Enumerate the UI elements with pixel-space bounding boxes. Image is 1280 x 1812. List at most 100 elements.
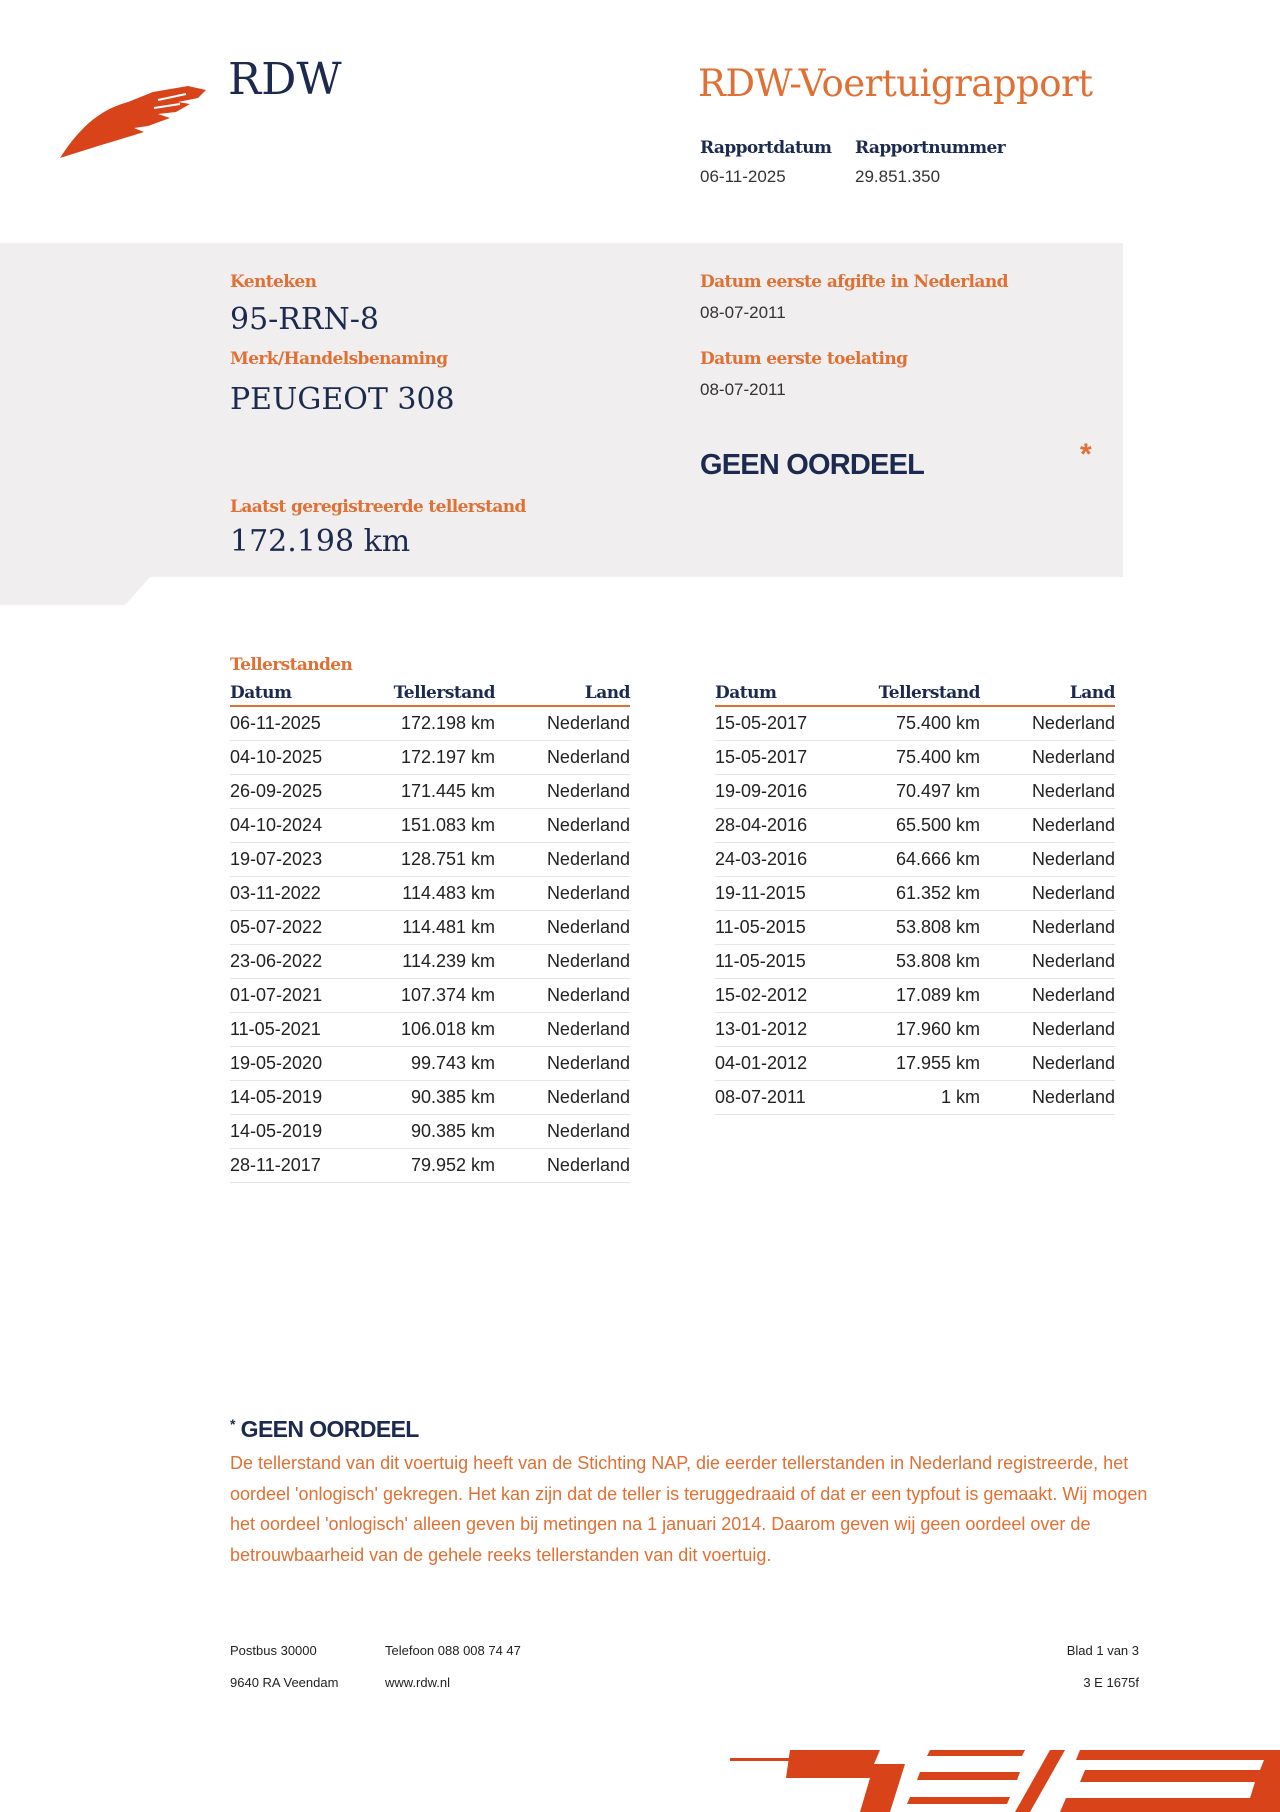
column-header: Land: [584, 683, 631, 703]
tellerstand-value: 172.198 km: [230, 524, 411, 559]
kenteken-label: Kenteken: [230, 272, 317, 292]
tellerstanden-table-right: Datum Tellerstand Land 15-05-2017 75.400 km N…: [715, 677, 1116, 1115]
merk-label: Merk/Handelsbenaming: [230, 349, 448, 369]
country-cell: Nederland: [546, 849, 630, 869]
table-row: 05-07-2022 114.481 km Nederland: [230, 911, 630, 945]
odometer-cell: 79.952 km: [410, 1155, 495, 1175]
country-cell: Nederland: [1031, 815, 1115, 835]
odometer-cell: 90.385 km: [410, 1087, 495, 1107]
country-cell: Nederland: [1031, 1087, 1115, 1107]
rapportnummer-label: Rapportnummer: [855, 138, 1006, 158]
date-cell: 05-07-2022: [230, 917, 323, 937]
column-header: Datum: [230, 683, 292, 703]
table-row: 04-10-2025 172.197 km Nederland: [230, 741, 630, 775]
odometer-cell: 172.198 km: [400, 713, 495, 733]
afgifte-label: Datum eerste afgifte in Nederland: [700, 272, 1008, 292]
date-cell: 19-09-2016: [715, 781, 808, 801]
odometer-cell: 114.483 km: [402, 883, 495, 903]
country-cell: Nederland: [546, 781, 630, 801]
country-cell: Nederland: [546, 747, 630, 767]
table-row: 28-11-2017 79.952 km Nederland: [230, 1149, 630, 1183]
odometer-cell: 114.239 km: [402, 951, 495, 971]
date-cell: 14-05-2019: [230, 1087, 323, 1107]
tellerstanden-table-left: Datum Tellerstand Land 06-11-2025 172.198 km…: [230, 677, 631, 1183]
table-row: 23-06-2022 114.239 km Nederland: [230, 945, 630, 979]
odometer-cell: 151.083 km: [400, 815, 495, 835]
footer-postbus: Postbus 30000: [230, 1643, 317, 1658]
date-cell: 15-05-2017: [715, 713, 808, 733]
panel-tab-shape: [0, 577, 150, 605]
table-row: 14-05-2019 90.385 km Nederland: [230, 1081, 630, 1115]
footer-plaats: 9640 RA Veendam: [230, 1675, 339, 1690]
odometer-cell: 1 km: [940, 1087, 980, 1107]
odometer-cell: 172.197 km: [400, 747, 495, 767]
odometer-cell: 171.445 km: [400, 781, 495, 801]
country-cell: Nederland: [546, 1019, 630, 1039]
country-cell: Nederland: [546, 1121, 630, 1141]
country-cell: Nederland: [1031, 747, 1115, 767]
country-cell: Nederland: [546, 917, 630, 937]
column-header: Tellerstand: [878, 683, 981, 703]
date-cell: 13-01-2012: [715, 1019, 808, 1039]
date-cell: 01-07-2021: [230, 985, 323, 1005]
country-cell: Nederland: [1031, 985, 1115, 1005]
oordeel-status: GEEN OORDEEL: [700, 449, 925, 481]
country-cell: Nederland: [546, 713, 630, 733]
country-cell: Nederland: [1031, 883, 1115, 903]
odometer-cell: 17.960 km: [895, 1019, 980, 1039]
table-row: 14-05-2019 90.385 km Nederland: [230, 1115, 630, 1149]
odometer-cell: 64.666 km: [895, 849, 980, 869]
odometer-cell: 17.955 km: [895, 1053, 980, 1073]
date-cell: 19-11-2015: [715, 883, 806, 903]
country-cell: Nederland: [546, 1053, 630, 1073]
table-row: 03-11-2022 114.483 km Nederland: [230, 877, 630, 911]
table-row: 11-05-2015 53.808 km Nederland: [715, 911, 1115, 945]
toelating-label: Datum eerste toelating: [700, 349, 908, 369]
rdw-logo-icon: [60, 86, 206, 158]
date-cell: 11-05-2015: [715, 951, 806, 971]
tellerstand-label: Laatst geregistreerde tellerstand: [230, 497, 526, 517]
column-header: Datum: [715, 683, 777, 703]
odometer-cell: 53.808 km: [895, 917, 980, 937]
odometer-cell: 75.400 km: [895, 747, 980, 767]
date-cell: 28-04-2016: [715, 815, 808, 835]
footer-website[interactable]: www.rdw.nl: [385, 1675, 451, 1690]
table-row: 19-07-2023 128.751 km Nederland: [230, 843, 630, 877]
column-header: Land: [1069, 683, 1116, 703]
odometer-cell: 75.400 km: [895, 713, 980, 733]
date-cell: 26-09-2025: [230, 781, 323, 801]
kenteken-value: 95-RRN-8: [230, 302, 379, 337]
date-cell: 24-03-2016: [715, 849, 808, 869]
date-cell: 03-11-2022: [230, 883, 321, 903]
country-cell: Nederland: [546, 883, 630, 903]
table-row: 15-05-2017 75.400 km Nederland: [715, 707, 1115, 741]
odometer-cell: 17.089 km: [895, 985, 980, 1005]
date-cell: 15-02-2012: [715, 985, 808, 1005]
table-row: 19-11-2015 61.352 km Nederland: [715, 877, 1115, 911]
footnote-text: De tellerstand van dit voertuig heeft va…: [230, 1453, 1148, 1565]
date-cell: 19-05-2020: [230, 1053, 323, 1073]
table-row: 19-09-2016 70.497 km Nederland: [715, 775, 1115, 809]
toelating-value: 08-07-2011: [700, 380, 786, 399]
country-cell: Nederland: [1031, 849, 1115, 869]
country-cell: Nederland: [1031, 781, 1115, 801]
country-cell: Nederland: [1031, 713, 1115, 733]
rdw-bottom-logo-icon: [730, 1750, 1280, 1812]
table-row: 13-01-2012 17.960 km Nederland: [715, 1013, 1115, 1047]
oordeel-asterisk: *: [1080, 438, 1092, 471]
report-title: RDW-Voertuigrapport: [698, 62, 1093, 105]
footnote-star: *: [230, 1416, 235, 1432]
date-cell: 15-05-2017: [715, 747, 808, 767]
org-name: RDW: [228, 54, 342, 105]
table-row: 11-05-2015 53.808 km Nederland: [715, 945, 1115, 979]
merk-value: PEUGEOT 308: [230, 382, 455, 417]
table-header: Datum Tellerstand Land: [715, 677, 1116, 707]
date-cell: 04-01-2012: [715, 1053, 808, 1073]
rapportdatum-value: 06-11-2025: [700, 167, 786, 186]
odometer-cell: 90.385 km: [410, 1121, 495, 1141]
date-cell: 19-07-2023: [230, 849, 323, 869]
odometer-cell: 65.500 km: [895, 815, 980, 835]
date-cell: 06-11-2025: [230, 713, 321, 733]
column-header: Tellerstand: [393, 683, 496, 703]
date-cell: 11-05-2021: [230, 1019, 321, 1039]
